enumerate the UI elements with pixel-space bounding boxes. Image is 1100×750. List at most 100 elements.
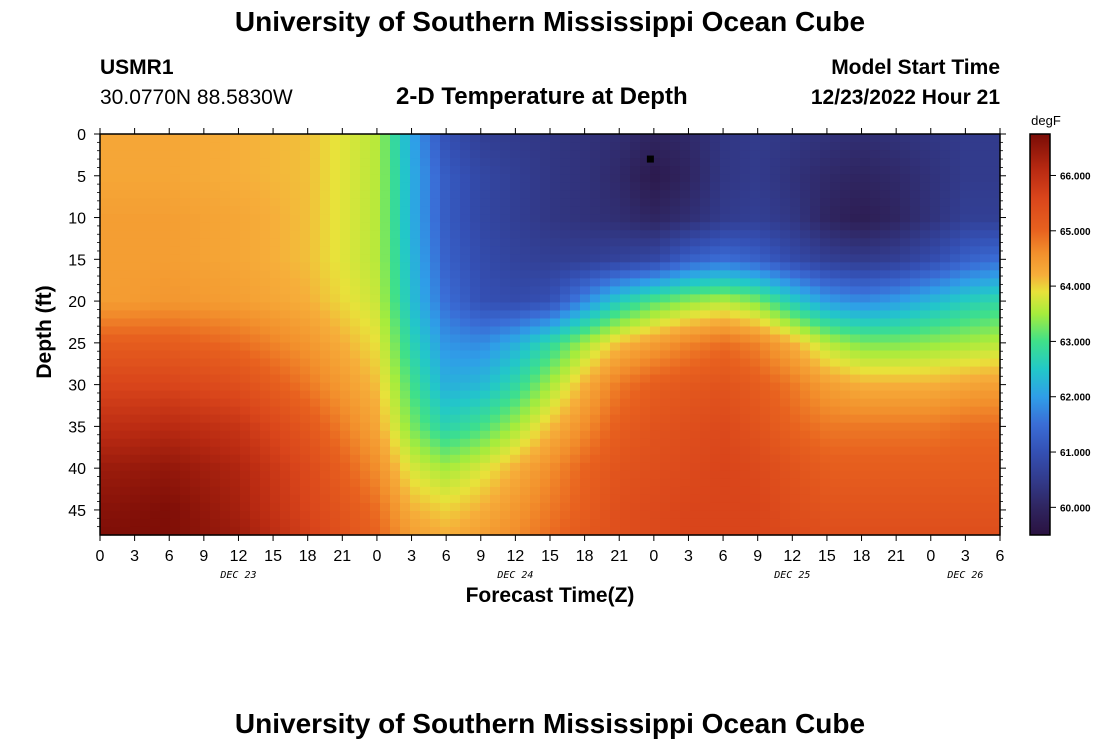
colorbar-unit-label: degF <box>1031 113 1061 128</box>
heatmap-cell <box>310 198 321 207</box>
heatmap-cell <box>950 502 961 512</box>
heatmap-cell <box>270 310 281 320</box>
heatmap-cell <box>620 510 631 520</box>
heatmap-cell <box>360 310 371 320</box>
heatmap-cell <box>400 414 411 424</box>
heatmap-cell <box>360 262 371 271</box>
heatmap-cell <box>490 518 501 528</box>
heatmap-cell <box>250 350 261 360</box>
heatmap-cell <box>600 206 611 215</box>
heatmap-cell <box>540 342 551 352</box>
heatmap-cell <box>520 446 531 456</box>
heatmap-cell <box>200 406 211 416</box>
heatmap-cell <box>310 438 321 448</box>
heatmap-cell <box>270 510 281 520</box>
heatmap-cell <box>560 214 571 223</box>
heatmap-cell <box>620 462 631 472</box>
heatmap-cell <box>830 254 841 263</box>
heatmap-cell <box>350 254 361 263</box>
heatmap-cell <box>640 326 651 336</box>
heatmap-cell <box>220 286 231 295</box>
heatmap-cell <box>690 510 701 520</box>
heatmap-cell <box>540 142 551 151</box>
heatmap-cell <box>530 462 541 472</box>
heatmap-cell <box>220 406 231 416</box>
heatmap-cell <box>430 150 441 159</box>
heatmap-cell <box>800 446 811 456</box>
heatmap-cell <box>250 246 261 255</box>
heatmap-cell <box>400 358 411 368</box>
heatmap-cell <box>950 182 961 191</box>
heatmap-cell <box>890 470 901 480</box>
heatmap-cell <box>820 510 831 520</box>
heatmap-cell <box>180 318 191 328</box>
heatmap-cell <box>260 278 271 287</box>
heatmap-cell <box>980 342 991 352</box>
heatmap-cell <box>440 414 451 424</box>
heatmap-cell <box>350 286 361 295</box>
heatmap-cell <box>690 398 701 408</box>
heatmap-cell <box>800 198 811 207</box>
heatmap-cell <box>940 302 951 312</box>
heatmap-cell <box>870 494 881 504</box>
heatmap-cell <box>520 510 531 520</box>
heatmap-cell <box>840 294 851 304</box>
heatmap-cell <box>210 190 221 199</box>
heatmap-cell <box>310 334 321 344</box>
heatmap-cell <box>980 398 991 408</box>
heatmap-cell <box>950 318 961 328</box>
heatmap-cell <box>470 206 481 215</box>
heatmap-cell <box>300 278 311 287</box>
heatmap-cell <box>980 278 991 287</box>
heatmap-cell <box>870 502 881 512</box>
heatmap-cell <box>860 510 871 520</box>
heatmap-cell <box>150 470 161 480</box>
heatmap-cell <box>710 246 721 255</box>
heatmap-cell <box>750 454 761 464</box>
heatmap-cell <box>480 374 491 384</box>
heatmap-cell <box>890 270 901 279</box>
heatmap-cell <box>360 406 371 416</box>
heatmap-cell <box>740 406 751 416</box>
heatmap-cell <box>340 470 351 480</box>
heatmap-cell <box>930 518 941 528</box>
heatmap-cell <box>300 406 311 416</box>
heatmap-cell <box>880 446 891 456</box>
heatmap-cell <box>720 318 731 328</box>
heatmap-cell <box>890 342 901 352</box>
heatmap-cell <box>200 326 211 336</box>
heatmap-cell <box>240 302 251 312</box>
heatmap-cell <box>590 238 601 247</box>
heatmap-cell <box>640 142 651 151</box>
heatmap-cell <box>990 198 1001 207</box>
heatmap-cell <box>180 494 191 504</box>
heatmap-cell <box>350 318 361 328</box>
heatmap-cell <box>590 366 601 376</box>
heatmap-cell <box>420 294 431 304</box>
heatmap-cell <box>750 286 761 295</box>
heatmap-cell <box>400 510 411 520</box>
heatmap-cell <box>290 214 301 223</box>
heatmap-cell <box>780 502 791 512</box>
heatmap-cell <box>680 246 691 255</box>
heatmap-cell <box>230 182 241 191</box>
heatmap-cell <box>240 182 251 191</box>
heatmap-cell <box>630 422 641 432</box>
heatmap-cell <box>980 262 991 271</box>
heatmap-cell <box>850 446 861 456</box>
heatmap-cell <box>870 190 881 199</box>
heatmap-cell <box>550 302 561 312</box>
heatmap-cell <box>240 454 251 464</box>
heatmap-cell <box>210 334 221 344</box>
heatmap-cell <box>670 294 681 304</box>
heatmap-cell <box>760 206 771 215</box>
heatmap-cell <box>430 182 441 191</box>
heatmap-cell <box>360 382 371 392</box>
heatmap-cell <box>540 318 551 328</box>
heatmap-cell <box>450 382 461 392</box>
heatmap-cell <box>380 350 391 360</box>
heatmap-cell <box>770 398 781 408</box>
heatmap-cell <box>610 310 621 320</box>
heatmap-cell <box>770 174 781 183</box>
heatmap-cell <box>510 222 521 231</box>
